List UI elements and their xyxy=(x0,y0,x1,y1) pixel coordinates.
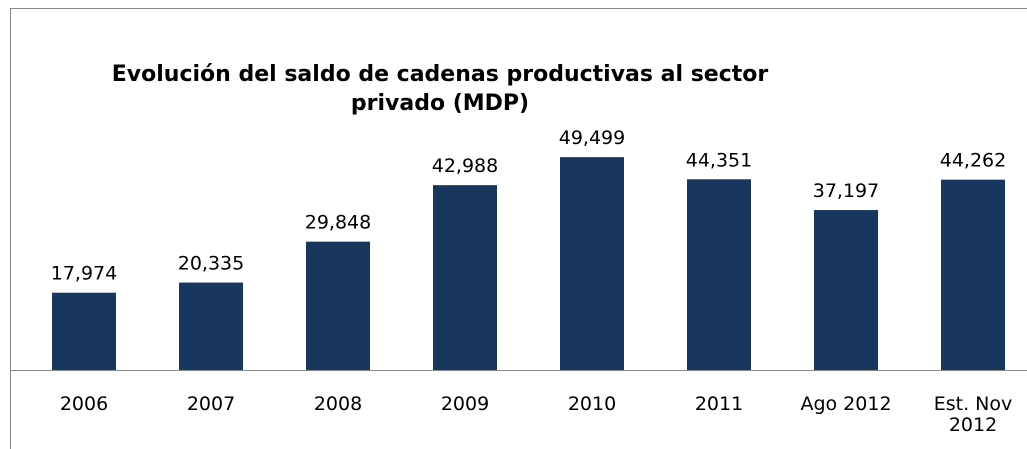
bar xyxy=(433,185,497,370)
x-tick-label: Ago 2012 xyxy=(800,393,892,415)
bar xyxy=(560,157,624,370)
bar xyxy=(179,282,243,370)
data-label: 42,988 xyxy=(432,155,498,177)
x-tick-label: 2007 xyxy=(186,393,236,415)
x-tick-label: Est. Nov 2012 xyxy=(933,393,1013,436)
data-label: 44,262 xyxy=(940,150,1006,172)
bar xyxy=(941,179,1005,370)
chart-title: Evolución del saldo de cadenas productiv… xyxy=(111,62,769,116)
data-label: 20,335 xyxy=(178,253,244,275)
x-tick-label: 2006 xyxy=(59,393,109,415)
x-tick-label: 2009 xyxy=(440,393,490,415)
x-tick-label: 2011 xyxy=(694,393,744,415)
bar xyxy=(306,241,370,370)
x-tick-label: 2008 xyxy=(313,393,363,415)
bar xyxy=(687,179,751,370)
data-label: 37,197 xyxy=(813,180,879,202)
data-label: 49,499 xyxy=(559,127,625,149)
x-tick-label: 2010 xyxy=(567,393,617,415)
bar xyxy=(814,210,878,370)
bar xyxy=(52,292,116,370)
data-label: 17,974 xyxy=(51,263,117,285)
data-label: 29,848 xyxy=(305,212,371,234)
data-label: 44,351 xyxy=(686,149,752,171)
